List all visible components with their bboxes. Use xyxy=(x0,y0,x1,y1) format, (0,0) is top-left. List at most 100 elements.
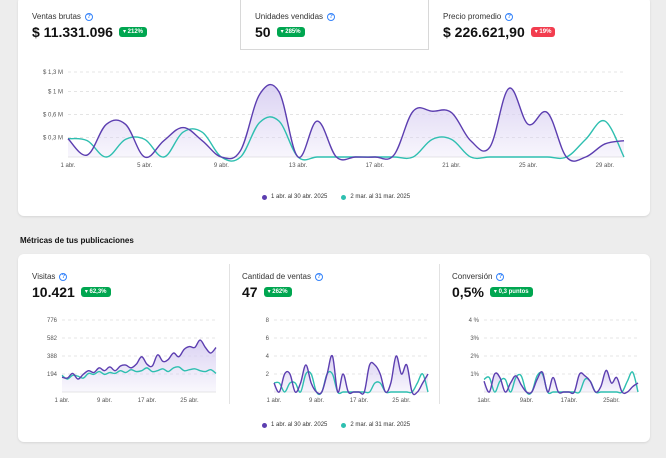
info-icon[interactable]: ? xyxy=(59,272,68,281)
legend-dot-previous xyxy=(341,422,347,428)
series-area-current xyxy=(62,340,216,392)
trend-badge: ▾ 285% xyxy=(276,27,305,37)
section-title: Métricas de tus publicaciones xyxy=(20,236,134,245)
x-tick-label: 1 abr. xyxy=(54,398,69,404)
metric-label: Visitas xyxy=(32,272,56,281)
y-tick-label: 6 xyxy=(266,336,270,342)
y-tick-label: 388 xyxy=(47,354,58,360)
x-tick-label: 25 abr. xyxy=(519,163,538,169)
y-tick-label: 776 xyxy=(47,318,58,324)
info-icon[interactable]: ? xyxy=(84,12,93,21)
kpi-label: Unidades vendidas xyxy=(255,12,324,21)
kpi-value: 50 xyxy=(255,24,271,40)
column-divider xyxy=(229,264,230,404)
legend-current[interactable]: 1 abr. al 30 abr. 2025 xyxy=(262,422,327,428)
x-tick-label: 1 abr. xyxy=(266,398,281,404)
column-divider xyxy=(439,264,440,404)
kpi-gross-sales[interactable]: Ventas brutas? $ 11.331.096 ▾ 212% xyxy=(18,0,240,50)
y-tick-label: 1% xyxy=(470,372,479,378)
y-tick-label: 4 % xyxy=(469,318,480,324)
y-tick-label: 2 xyxy=(266,372,270,378)
x-tick-label: 9abr. xyxy=(520,398,534,404)
y-tick-label: 582 xyxy=(47,336,58,342)
kpi-average-price[interactable]: Precio promedio? $ 226.621,90 ▾ 19% xyxy=(429,0,650,50)
x-tick-label: 25 abr. xyxy=(180,398,199,404)
sales-summary-card: Ventas brutas? $ 11.331.096 ▾ 212% Unidad… xyxy=(18,0,650,216)
kpi-value: $ 226.621,90 xyxy=(443,24,525,40)
x-tick-label: 5 abr. xyxy=(137,163,152,169)
metric-visits[interactable]: Visitas? 10.421 ▾ 62,3% xyxy=(18,260,228,310)
x-tick-label: 25abr. xyxy=(603,398,620,404)
visits-chart[interactable]: 776 582 388 194 1 abr. 9 abr. 17 abr. 25 abr. xyxy=(22,312,222,408)
x-tick-label: 1abr. xyxy=(477,398,491,404)
metric-conversion[interactable]: Conversión? 0,5% ▾ 0,3 puntos xyxy=(438,260,650,310)
x-tick-label: 17 abr. xyxy=(366,163,385,169)
legend-label: 1 abr. al 30 abr. 2025 xyxy=(271,194,328,200)
x-tick-label: 21 abr. xyxy=(442,163,461,169)
y-tick-label: $ 0,6 M xyxy=(43,113,63,119)
kpi-value: $ 11.331.096 xyxy=(32,24,113,40)
legend-current[interactable]: 1 abr. al 30 abr. 2025 xyxy=(262,194,327,200)
x-tick-label: 9 abr. xyxy=(309,398,324,404)
trend-badge: ▾ 62,3% xyxy=(80,287,111,297)
kpi-label: Precio promedio xyxy=(443,12,502,21)
legend-dot-current xyxy=(262,422,267,428)
metric-label: Cantidad de ventas xyxy=(242,272,311,281)
y-tick-label: $ 0,3 M xyxy=(43,135,63,141)
legend-previous[interactable]: 2 mar. al 31 mar. 2025 xyxy=(341,194,410,200)
legend-dot-previous xyxy=(341,194,347,200)
x-tick-label: 25 abr. xyxy=(392,398,411,404)
series-line-previous xyxy=(273,370,429,396)
legend-label: 2 mar. al 31 mar. 2025 xyxy=(350,422,411,428)
x-tick-label: 17abr. xyxy=(561,398,578,404)
metric-sales-count[interactable]: Cantidad de ventas? 47 ▾ 262% xyxy=(228,260,438,310)
y-tick-label: 2% xyxy=(470,354,479,360)
conversion-chart[interactable]: 4 % 3% 2% 1% 1abr. 9abr. 17abr. 25abr. xyxy=(444,312,644,408)
listing-metrics-card: Visitas? 10.421 ▾ 62,3% Cantidad de venta… xyxy=(18,254,650,442)
series-line-current xyxy=(67,83,625,162)
info-icon[interactable]: ? xyxy=(505,12,514,21)
y-tick-label: $ 1,3 M xyxy=(43,70,63,76)
series-line-current xyxy=(273,354,429,396)
info-icon[interactable]: ? xyxy=(327,12,336,21)
kpi-units-sold[interactable]: Unidades vendidas? 50 ▾ 285% xyxy=(240,0,429,50)
legend-previous[interactable]: 2 mar. al 31 mar. 2025 xyxy=(341,422,410,428)
series-area-current xyxy=(68,84,624,162)
x-tick-label: 17 abr. xyxy=(138,398,157,404)
x-tick-label: 29 abr. xyxy=(596,163,615,169)
series-line-previous xyxy=(61,366,217,380)
legend-label: 1 abr. al 30 abr. 2025 xyxy=(271,422,328,428)
chart-legend: 1 abr. al 30 abr. 2025 2 mar. al 31 mar.… xyxy=(262,194,410,200)
info-icon[interactable]: ? xyxy=(496,272,505,281)
metric-value: 0,5% xyxy=(452,284,484,300)
series-line-previous xyxy=(67,116,625,162)
legend-label: 2 mar. al 31 mar. 2025 xyxy=(350,194,411,200)
series-line-previous xyxy=(483,371,639,395)
series-line-current xyxy=(61,339,217,380)
y-tick-label: 194 xyxy=(47,372,58,378)
trend-badge: ▾ 19% xyxy=(530,27,556,37)
trend-badge: ▾ 262% xyxy=(263,287,292,297)
series-area-current xyxy=(274,355,428,395)
x-tick-label: 9 abr. xyxy=(97,398,112,404)
series-line-current xyxy=(483,369,639,395)
y-tick-label: 3% xyxy=(470,336,479,342)
trend-badge: ▾ 212% xyxy=(118,27,148,37)
x-tick-label: 13 abr. xyxy=(289,163,308,169)
x-tick-label: 1 abr. xyxy=(60,163,75,169)
chart-legend: 1 abr. al 30 abr. 2025 2 mar. al 31 mar.… xyxy=(262,422,410,428)
metric-value: 10.421 xyxy=(32,284,75,300)
y-tick-label: 4 xyxy=(266,354,270,360)
x-tick-label: 9 abr. xyxy=(214,163,229,169)
kpi-label: Ventas brutas xyxy=(32,12,81,21)
sales-area-chart[interactable]: $ 1,3 M $ 1 M $ 0,6 M $ 0,3 M 1 abr. 5 abr. 9 … xyxy=(18,62,650,182)
x-tick-label: 17 abr. xyxy=(350,398,369,404)
metric-label: Conversión xyxy=(452,272,493,281)
info-icon[interactable]: ? xyxy=(314,272,323,281)
legend-dot-current xyxy=(262,194,267,200)
sales-count-chart[interactable]: 8 6 4 2 1 abr. 9 abr. 17 abr. 25 abr. xyxy=(234,312,434,408)
trend-badge: ▾ 0,3 puntos xyxy=(489,287,533,297)
y-tick-label: 8 xyxy=(266,318,270,324)
y-tick-label: $ 1 M xyxy=(48,90,63,96)
metric-value: 47 xyxy=(242,284,258,300)
